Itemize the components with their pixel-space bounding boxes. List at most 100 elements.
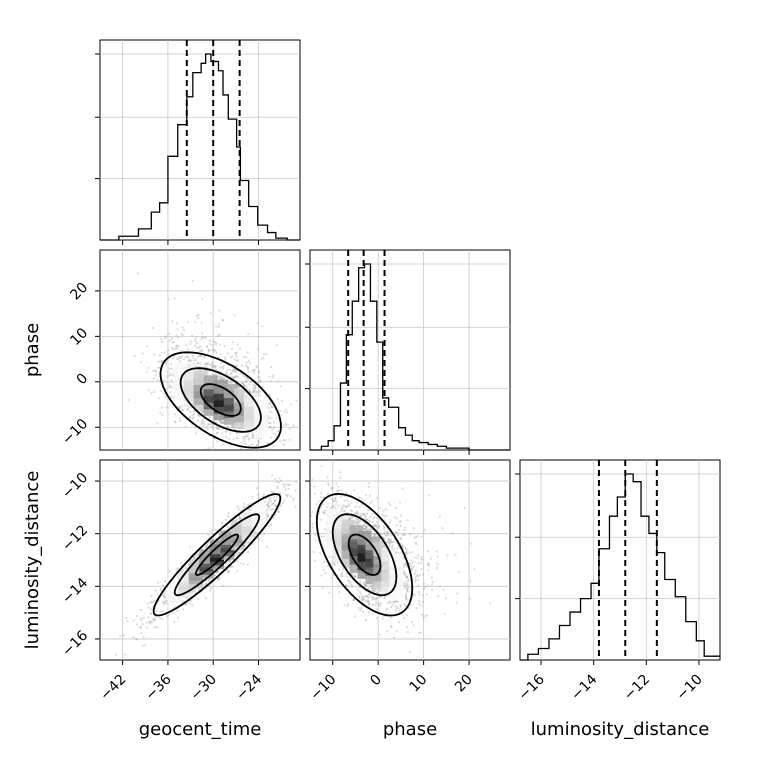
sample-point xyxy=(214,341,216,343)
sample-point xyxy=(327,503,329,505)
sample-point xyxy=(324,509,326,511)
sample-point xyxy=(271,474,273,476)
sample-point xyxy=(455,602,457,604)
sample-point xyxy=(384,515,386,517)
sample-point xyxy=(343,604,345,606)
sample-point xyxy=(280,385,282,387)
sample-point xyxy=(346,505,348,507)
sample-point xyxy=(427,569,429,571)
sample-point xyxy=(163,603,165,605)
sample-point xyxy=(176,345,178,347)
sample-point xyxy=(361,600,363,602)
sample-point xyxy=(371,598,373,600)
sample-point xyxy=(420,605,422,607)
sample-point xyxy=(161,618,163,620)
sample-point xyxy=(436,550,438,552)
sample-point xyxy=(248,360,250,362)
sample-point xyxy=(152,369,154,371)
sample-point xyxy=(238,386,240,388)
sample-point xyxy=(381,618,383,620)
sample-point xyxy=(183,329,185,331)
sample-point xyxy=(271,376,273,378)
sample-point xyxy=(164,395,166,397)
sample-point xyxy=(269,394,271,396)
sample-point xyxy=(363,500,365,502)
sample-point xyxy=(289,439,291,441)
sample-point xyxy=(382,514,384,516)
sample-point xyxy=(310,515,312,517)
sample-point xyxy=(146,626,148,628)
sample-point xyxy=(136,638,138,640)
sample-point xyxy=(376,608,378,610)
sample-point xyxy=(371,500,373,502)
sample-point xyxy=(211,361,213,363)
sample-point xyxy=(368,603,370,605)
sample-point xyxy=(288,488,290,490)
sample-point xyxy=(273,496,275,498)
sample-point xyxy=(235,554,237,556)
sample-point xyxy=(226,369,228,371)
hist-frame xyxy=(520,460,720,660)
sample-point xyxy=(305,456,307,458)
sample-point xyxy=(172,612,174,614)
sample-point xyxy=(217,326,219,328)
sample-point xyxy=(388,544,390,546)
sample-point xyxy=(272,508,274,510)
sample-point xyxy=(348,518,350,520)
sample-point xyxy=(234,352,236,354)
sample-point xyxy=(249,383,251,385)
sample-point xyxy=(235,356,237,358)
sample-point xyxy=(335,503,337,505)
sample-point xyxy=(215,342,217,344)
sample-point xyxy=(241,364,243,366)
sample-point xyxy=(148,606,150,608)
sample-point xyxy=(411,567,413,569)
sample-point xyxy=(167,353,169,355)
sample-point xyxy=(227,526,229,528)
sample-point xyxy=(160,588,162,590)
sample-point xyxy=(365,619,367,621)
sample-point xyxy=(271,406,273,408)
sample-point xyxy=(405,595,407,597)
sample-point xyxy=(232,368,234,370)
sample-point xyxy=(161,340,163,342)
sample-point xyxy=(189,364,191,366)
sample-point xyxy=(170,396,172,398)
sample-point xyxy=(153,377,155,379)
sample-point xyxy=(379,507,381,509)
sample-point xyxy=(233,314,235,316)
sample-point xyxy=(199,350,201,352)
sample-point xyxy=(157,379,159,381)
sample-point xyxy=(245,377,247,379)
sample-point xyxy=(267,515,269,517)
joint-panel-geocent_time-phase xyxy=(100,250,311,475)
sample-point xyxy=(393,637,395,639)
sample-point xyxy=(372,604,374,606)
sample-point xyxy=(191,414,193,416)
sample-point xyxy=(343,510,345,512)
sample-point xyxy=(387,602,389,604)
sample-point xyxy=(348,583,350,585)
sample-point xyxy=(200,363,202,365)
sample-point xyxy=(360,579,362,581)
sample-point xyxy=(368,593,370,595)
sample-point xyxy=(417,575,419,577)
sample-point xyxy=(274,514,276,516)
sample-point xyxy=(311,523,313,525)
sample-point xyxy=(211,367,213,369)
sample-point xyxy=(414,573,416,575)
sample-point xyxy=(231,348,233,350)
sample-point xyxy=(277,398,279,400)
sample-point xyxy=(175,347,177,349)
sample-point xyxy=(346,605,348,607)
sample-point xyxy=(257,348,259,350)
sample-point xyxy=(170,379,172,381)
sample-point xyxy=(269,426,271,428)
sample-point xyxy=(175,334,177,336)
sample-point xyxy=(270,509,272,511)
sample-point xyxy=(400,525,402,527)
sample-point xyxy=(149,622,151,624)
sample-point xyxy=(181,562,183,564)
sample-point xyxy=(140,361,142,363)
sample-point xyxy=(191,335,193,337)
